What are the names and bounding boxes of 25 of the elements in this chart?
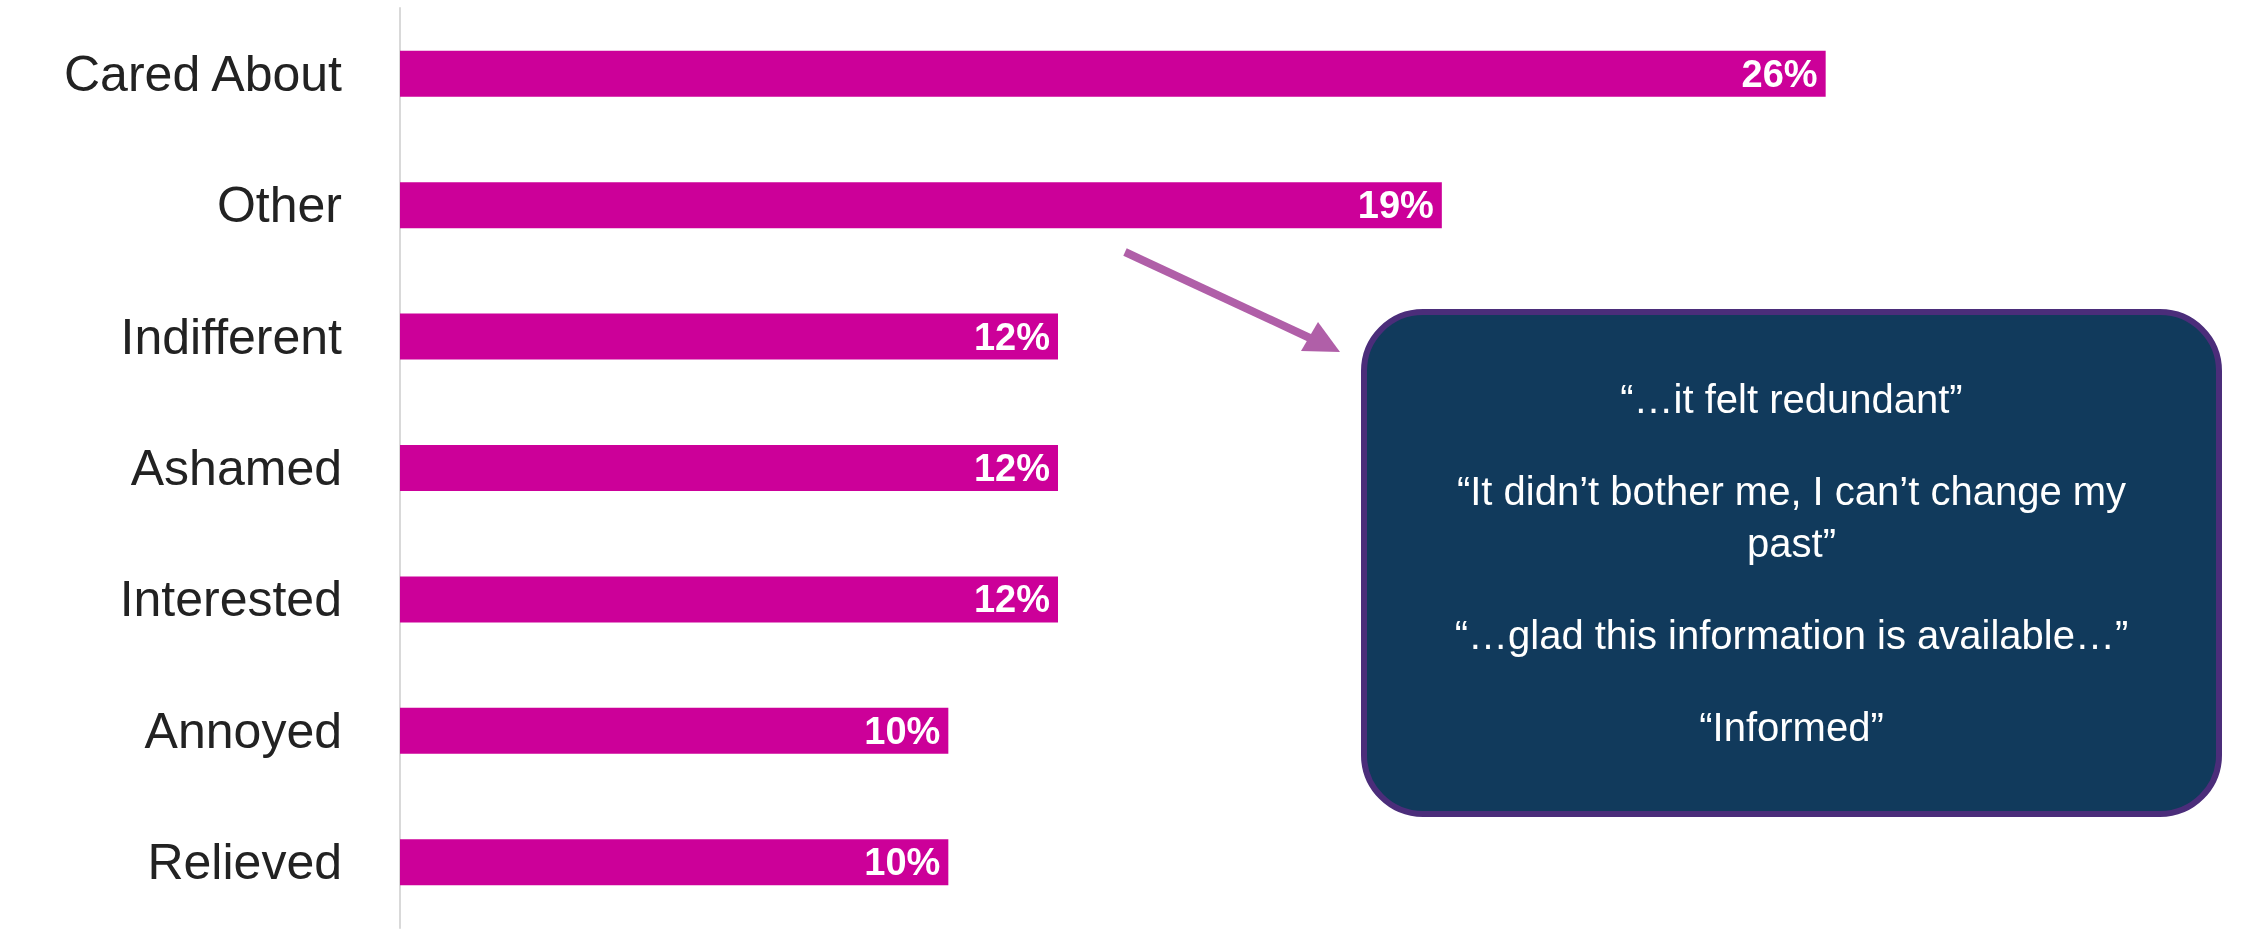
bar [400,707,949,754]
data-label: 12% [973,578,1050,621]
y-tick-label: Cared About [64,45,343,102]
y-tick-label: Indifferent [120,308,343,365]
bar [400,182,1442,229]
data-label: 10% [864,841,941,884]
y-tick-label: Ashamed [130,440,342,496]
bar [400,839,949,886]
data-label: 12% [973,447,1050,489]
data-label: 12% [973,315,1050,358]
data-label: 26% [1741,52,1818,95]
annotation: “It didn’t bother me, I can’t change my past” [1455,468,2128,567]
bar [400,313,1058,360]
annotation: “…glad this information is available…” [1454,612,2129,659]
y-tick-label: Other [216,177,342,234]
annotation: “Informed” [1699,704,1884,751]
data-label: 19% [1357,184,1434,227]
annotation: “…it felt redundant” [1620,376,1963,423]
y-tick-label: Annoyed [144,702,342,759]
data-label: 10% [864,709,941,752]
bar [400,445,1058,491]
y-tick-label: Interested [119,571,342,628]
y-tick-label: Relieved [147,834,342,891]
bar [400,50,1826,97]
bar [400,576,1058,623]
